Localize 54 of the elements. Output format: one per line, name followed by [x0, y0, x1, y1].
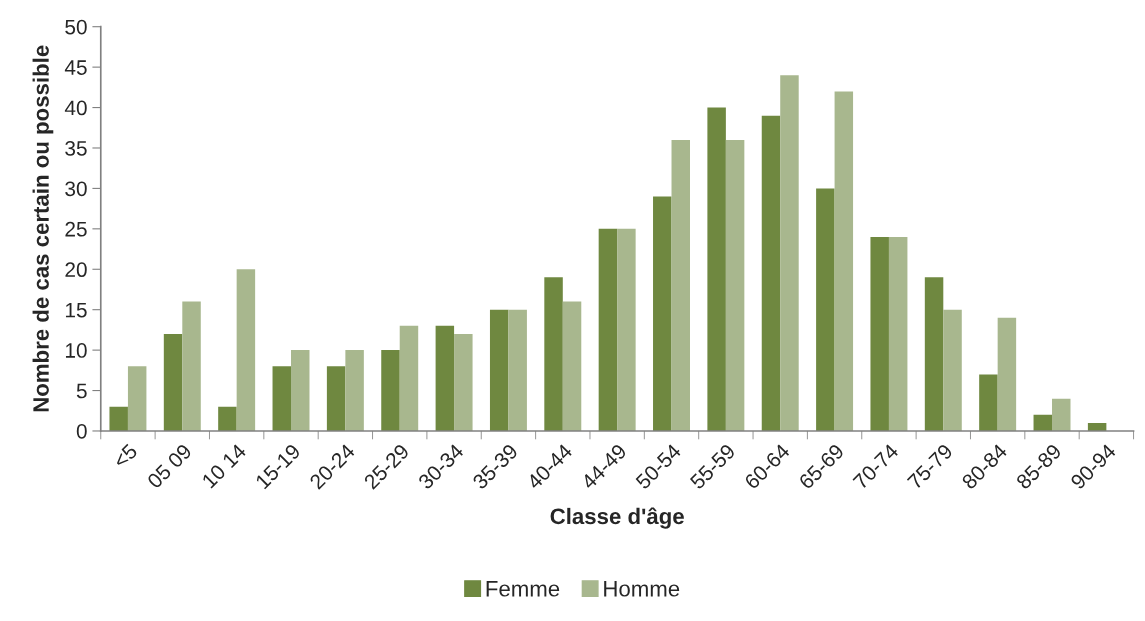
- x-tick-label: 10 14: [201, 442, 248, 489]
- bar: [870, 236, 889, 431]
- bar: [707, 107, 726, 431]
- bar: [435, 325, 455, 431]
- bar: [834, 91, 854, 431]
- y-tick-label: 15: [65, 302, 87, 318]
- bar: [399, 325, 419, 431]
- bar: [943, 309, 962, 431]
- bar: [653, 196, 672, 431]
- legend-label: Homme: [604, 581, 680, 597]
- bar: [163, 333, 183, 431]
- bar: [598, 228, 618, 431]
- bar: [780, 75, 799, 431]
- bar: [272, 366, 292, 431]
- bar: [924, 277, 944, 431]
- bar: [761, 115, 781, 431]
- y-tick-label: 30: [65, 181, 87, 197]
- bar: [1052, 398, 1071, 431]
- y-tick-label: 10: [65, 343, 87, 358]
- bar: [454, 333, 473, 431]
- bar: [979, 374, 998, 431]
- bar: [218, 406, 237, 431]
- bar: [182, 301, 201, 431]
- bar: [888, 236, 908, 431]
- bar: [381, 350, 400, 431]
- legend-label: Femme: [486, 581, 560, 597]
- y-tick-label: 25: [65, 221, 87, 237]
- bar: [109, 406, 128, 431]
- bar: [562, 301, 582, 431]
- y-tick-label: 50: [65, 19, 87, 35]
- x-axis-title: Classe d'âge: [550, 507, 684, 529]
- bar: [236, 269, 256, 431]
- bar: [671, 139, 690, 431]
- y-axis-title: Nombre de cas certain ou possible: [32, 45, 54, 412]
- bar: [725, 139, 745, 431]
- bar: [508, 309, 527, 431]
- x-tick-label: <5: [112, 443, 139, 469]
- bar: [291, 350, 310, 431]
- y-tick-label: 20: [65, 262, 87, 278]
- bar: [617, 228, 636, 431]
- y-tick-label: 0: [76, 423, 87, 439]
- bar: [345, 350, 364, 431]
- bar: [1033, 414, 1053, 431]
- bar: [997, 317, 1017, 431]
- bar: [816, 188, 835, 431]
- y-tick-label: 35: [65, 140, 87, 156]
- bar: [127, 366, 147, 431]
- x-tick-label: 05 09: [146, 443, 193, 490]
- bar: [489, 309, 509, 431]
- bar: [544, 277, 563, 431]
- y-tick-label: 45: [64, 60, 87, 75]
- y-tick-label: 40: [64, 100, 87, 116]
- bar: [326, 366, 346, 431]
- y-tick-label: 5: [76, 383, 87, 399]
